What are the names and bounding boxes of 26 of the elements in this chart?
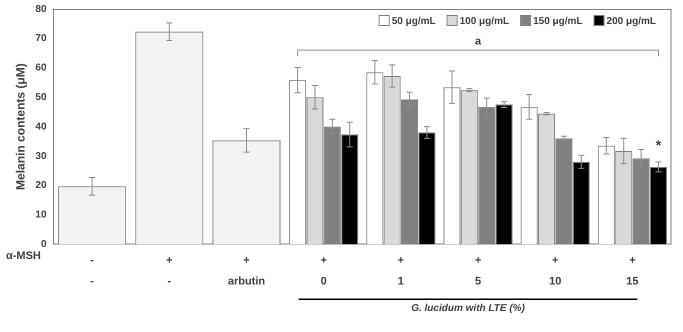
x-tick-label: + - (166, 254, 173, 288)
x-tick-label: + 5 (474, 254, 482, 288)
y-tick-label: 20 (35, 180, 47, 192)
y-tick-label: 30 (35, 150, 47, 162)
x-tick-label: + 15 (626, 254, 639, 288)
annotation: * (656, 136, 662, 153)
x-tick-label: + arbutin (228, 254, 266, 288)
y-tick-label: 50 (35, 92, 47, 103)
x-tick-label: + 0 (320, 254, 327, 288)
y-tick-label: 60 (35, 62, 47, 74)
legend-label: 50 μg/mL (392, 16, 436, 27)
text: α-MSH (6, 250, 41, 262)
x-tick-label: + 1 (398, 254, 404, 288)
legend-label: 200 μg/mL (606, 16, 656, 27)
legend-label: 100 μg/mL (460, 16, 510, 27)
y-tick-label: 80 (35, 4, 47, 15)
x-axis-title: G. lucidum with LTE (%) (411, 302, 526, 314)
annotation: a (474, 36, 482, 48)
y-tick-label: 40 (35, 121, 47, 132)
x-tick-label: + 10 (549, 254, 562, 288)
legend-label: 150 μg/mL (533, 16, 583, 27)
y-axis-title: Melanin contents (μM) (14, 63, 28, 190)
y-tick-label: 0 (40, 238, 47, 250)
y-tick-label: 10 (35, 210, 47, 221)
y-tick-label: 70 (35, 33, 47, 44)
x-tick-label: - - (90, 254, 94, 288)
